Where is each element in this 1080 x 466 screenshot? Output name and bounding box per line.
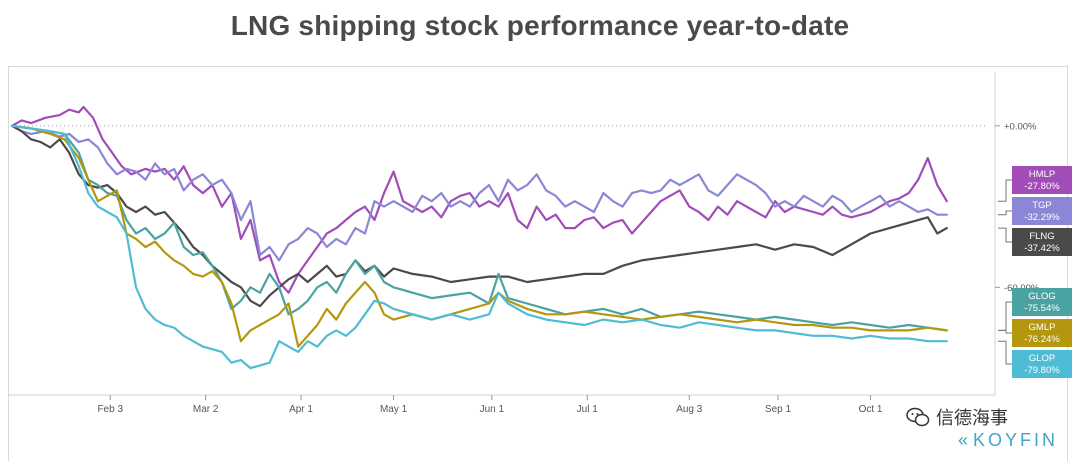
- badge-series-name: TGP: [1032, 200, 1052, 211]
- badge-series-name: FLNG: [1029, 231, 1054, 242]
- chart-title: LNG shipping stock performance year-to-d…: [230, 10, 850, 41]
- badge-series-name: GLOP: [1029, 353, 1055, 364]
- badge-connector: [998, 227, 1012, 243]
- badge-background: [1012, 228, 1072, 256]
- badge-series-value: -32.29%: [1024, 212, 1060, 223]
- badge-series-value: -37.42%: [1024, 243, 1060, 254]
- legend-badge-flng: FLNG-37.42%: [998, 227, 1072, 256]
- badge-connector: [998, 210, 1012, 216]
- series-line-glog: [10, 124, 948, 332]
- series-line-tgp: [10, 124, 948, 262]
- x-tick-label: Apr 1: [289, 404, 313, 415]
- badge-connector: [998, 329, 1012, 334]
- badge-background: [1012, 197, 1072, 225]
- badge-series-value: -79.80%: [1024, 365, 1060, 376]
- badge-series-value: -75.54%: [1024, 303, 1060, 314]
- legend-badge-gmlp: GMLP-76.24%: [998, 319, 1072, 347]
- x-tick-label: Oct 1: [859, 404, 883, 415]
- badge-series-name: GLOG: [1028, 291, 1055, 302]
- watermark-text: 信德海事: [936, 408, 1008, 429]
- badge-background: [1012, 288, 1072, 316]
- legend-badges: HMLP-27.80%TGP-32.29%FLNG-37.42%GLOG-75.…: [998, 166, 1072, 378]
- series-line-hmlp: [10, 105, 948, 294]
- legend-badge-glop: GLOP-79.80%: [998, 340, 1072, 378]
- series-layer: [10, 105, 948, 370]
- x-tick-label: May 1: [380, 404, 408, 415]
- koyfin-chevron-icon: «: [958, 430, 972, 450]
- x-tick-label: Sep 1: [765, 404, 792, 415]
- badge-series-value: -27.80%: [1024, 181, 1060, 192]
- x-tick-label: Aug 3: [676, 404, 703, 415]
- series-line-flng: [10, 124, 948, 308]
- x-tick-label: Jul 1: [577, 404, 599, 415]
- watermark: 信德海事: [906, 404, 1008, 430]
- koyfin-logo: « KOYFIN: [958, 430, 1058, 451]
- badge-background: [1012, 319, 1072, 347]
- legend-badge-hmlp: HMLP-27.80%: [998, 166, 1072, 202]
- x-tick-label: Feb 3: [97, 404, 123, 415]
- badge-series-name: HMLP: [1029, 169, 1055, 180]
- series-line-gmlp: [10, 124, 948, 348]
- badge-connector: [998, 179, 1012, 202]
- badge-series-value: -76.24%: [1024, 334, 1060, 345]
- koyfin-text: KOYFIN: [973, 430, 1059, 450]
- x-tick-label: Jun 1: [480, 404, 505, 415]
- legend-badge-tgp: TGP-32.29%: [998, 197, 1072, 225]
- badge-background: [1012, 350, 1072, 378]
- legend-badge-glog: GLOG-75.54%: [998, 288, 1072, 331]
- badge-series-name: GMLP: [1029, 322, 1056, 333]
- chart-frame: [8, 66, 1068, 461]
- badge-background: [1012, 166, 1072, 194]
- badge-connector: [998, 301, 1012, 331]
- wechat-icon: [906, 406, 930, 428]
- y-tick-label: +0.00%: [1004, 121, 1037, 132]
- badge-connector: [998, 340, 1012, 365]
- series-line-glop: [10, 124, 948, 370]
- x-tick-label: Mar 2: [193, 404, 219, 415]
